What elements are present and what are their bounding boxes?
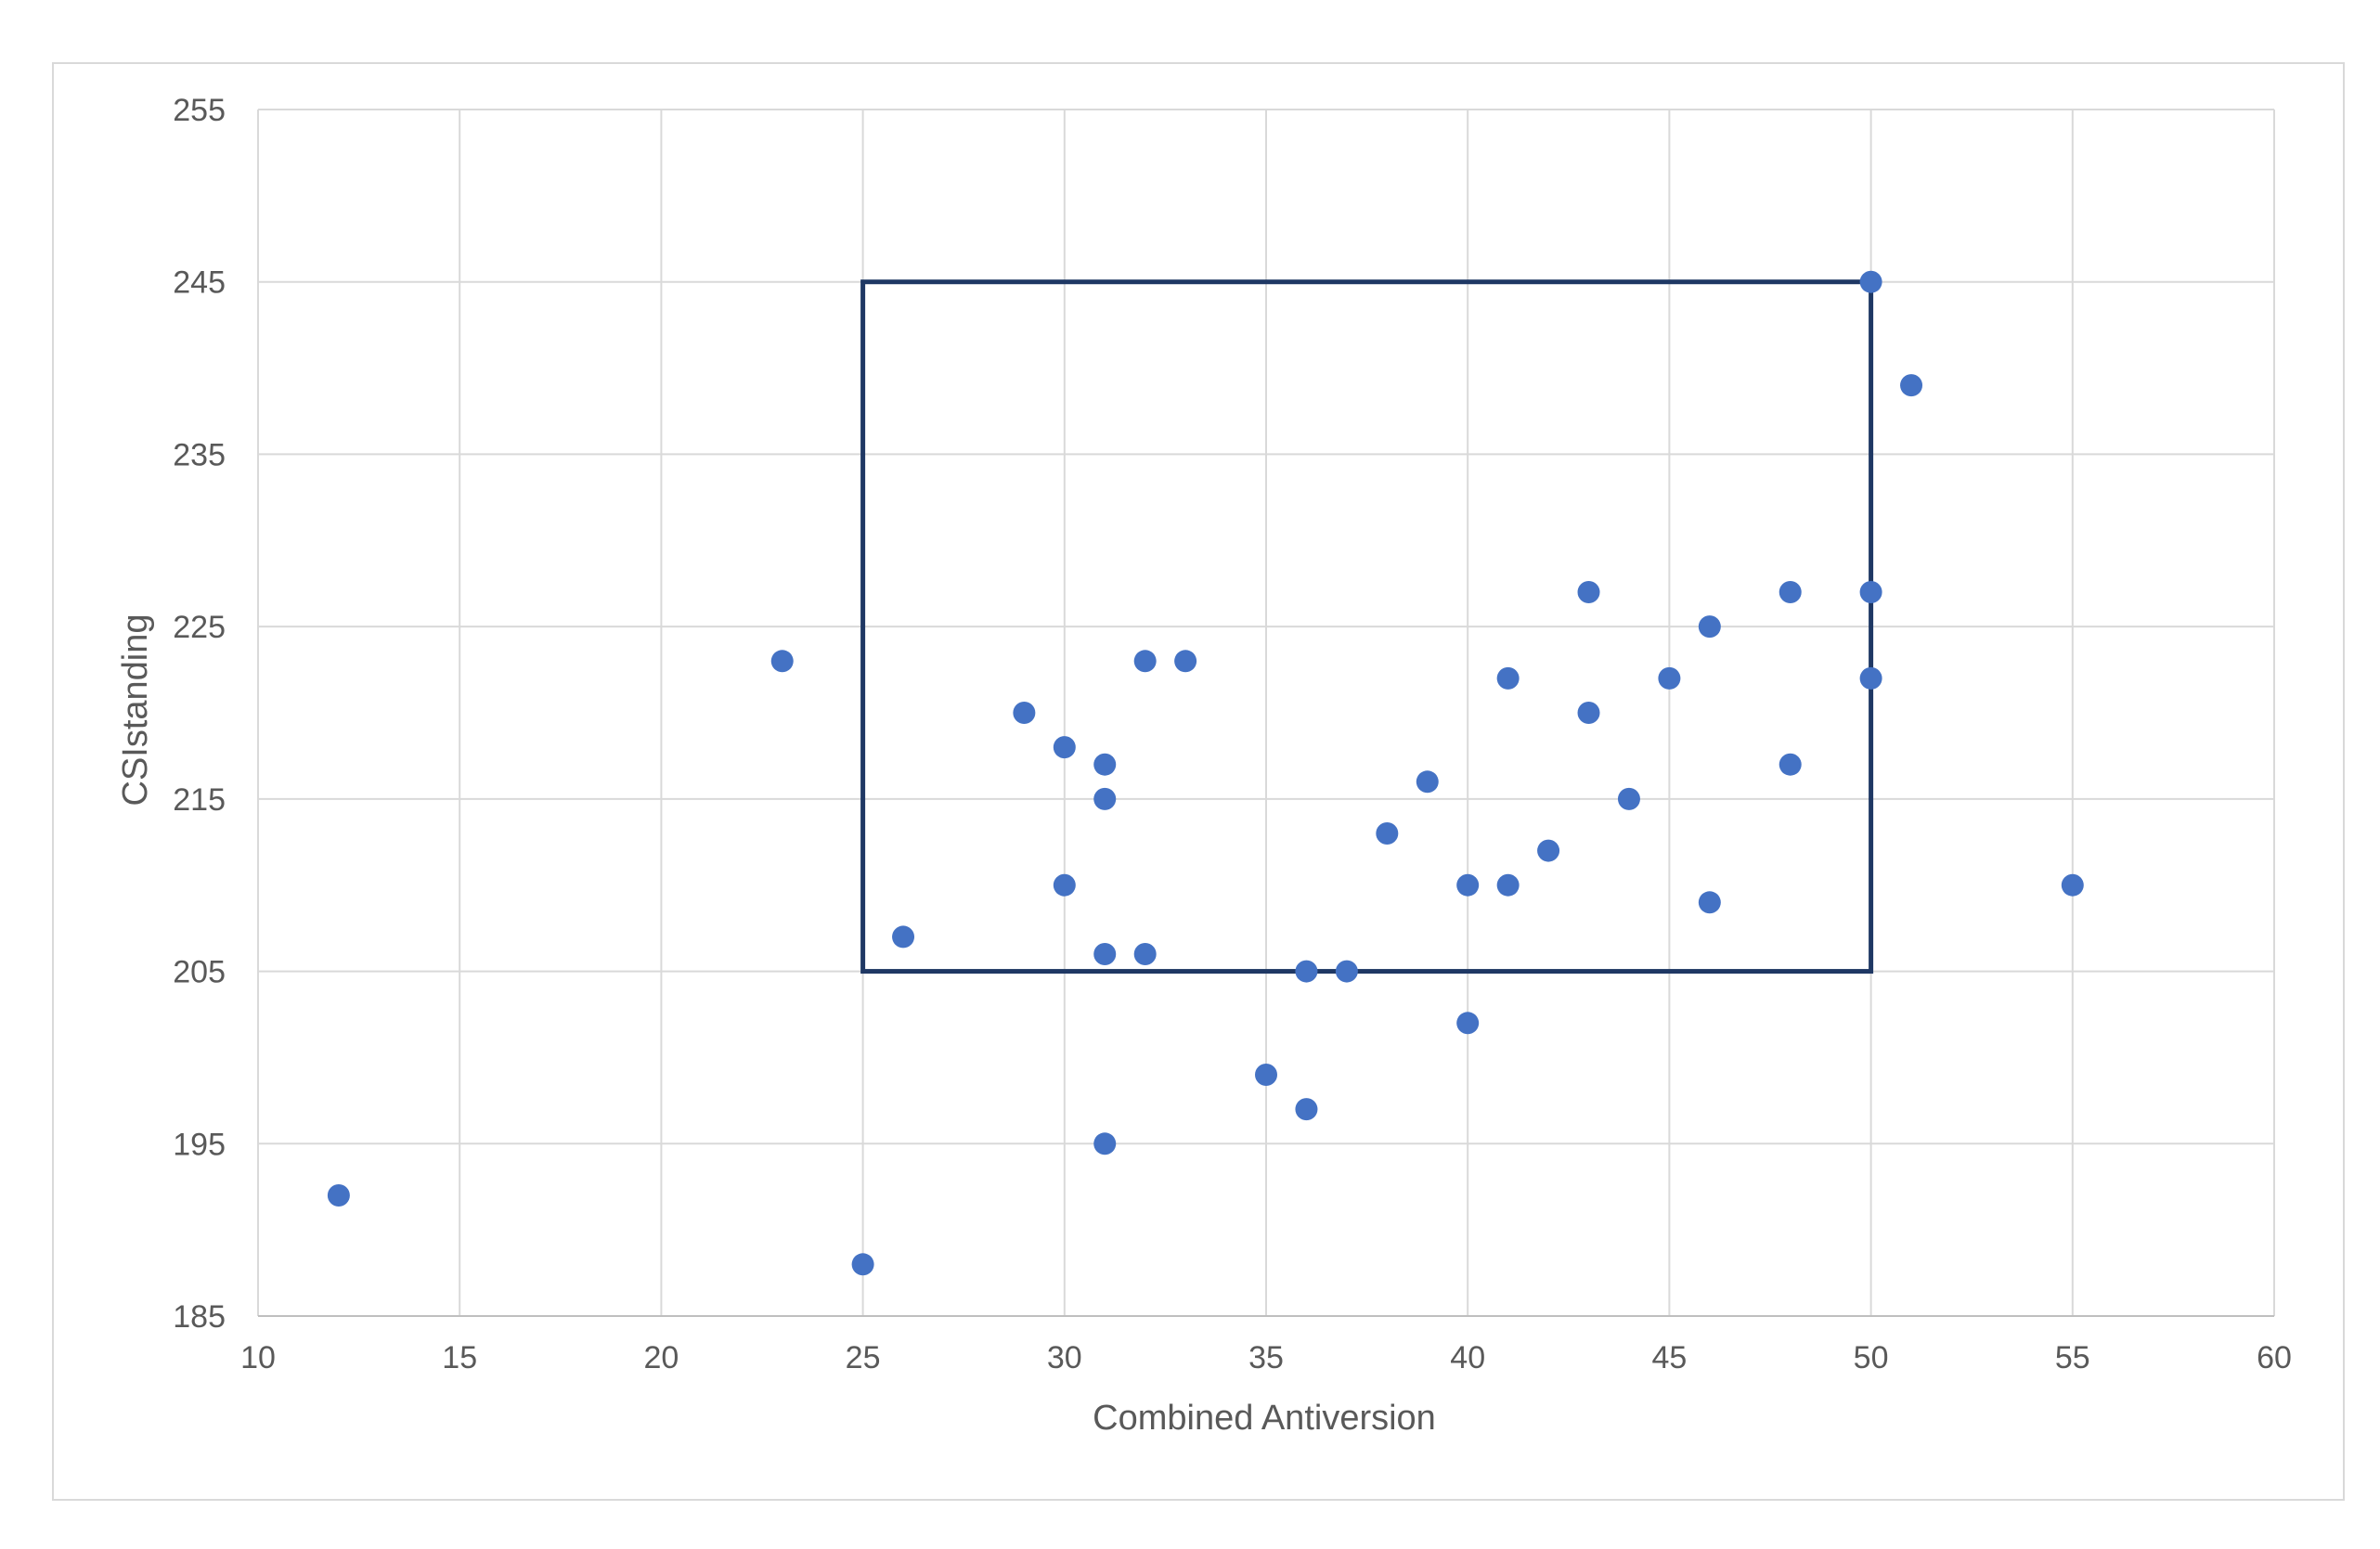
data-point	[1859, 666, 1882, 690]
data-point	[1617, 787, 1640, 810]
x-tick-label: 55	[2055, 1340, 2090, 1375]
annotation-rectangle	[860, 279, 1874, 975]
y-tick-label: 245	[173, 265, 226, 301]
y-tick-label: 195	[173, 1127, 226, 1162]
data-point	[770, 650, 794, 673]
data-point	[1859, 270, 1882, 293]
data-point	[1295, 960, 1318, 983]
data-point	[1133, 943, 1157, 965]
annotations	[860, 279, 1874, 975]
data-point	[1496, 666, 1520, 690]
data-point	[1658, 666, 1681, 690]
data-point	[1093, 943, 1117, 965]
data-point	[2061, 873, 2084, 897]
data-point	[1416, 770, 1439, 794]
data-point	[1900, 374, 1923, 397]
data-points	[327, 270, 2084, 1276]
data-point	[1133, 650, 1157, 673]
data-point	[1295, 1098, 1318, 1121]
x-tick-label: 45	[1651, 1340, 1687, 1375]
x-tick-label: 25	[846, 1340, 881, 1375]
data-point	[851, 1253, 874, 1276]
data-point	[1859, 581, 1882, 603]
data-point	[1456, 1012, 1480, 1035]
data-point	[1093, 787, 1117, 810]
x-tick-label: 20	[643, 1340, 679, 1375]
y-tick-label: 185	[173, 1299, 226, 1335]
data-point	[1335, 960, 1358, 983]
data-point	[1537, 839, 1560, 862]
data-point	[1577, 702, 1600, 724]
data-point	[1093, 1132, 1117, 1155]
data-point	[1093, 753, 1117, 776]
data-point	[1779, 581, 1802, 603]
data-point	[1013, 702, 1036, 724]
data-point	[1376, 822, 1399, 845]
data-point	[1053, 873, 1076, 897]
y-tick-label: 255	[173, 93, 226, 128]
y-tick-label: 225	[173, 610, 226, 645]
data-point	[1174, 650, 1197, 673]
x-tick-label: 10	[240, 1340, 276, 1375]
x-tick-label: 50	[1854, 1340, 1889, 1375]
data-point	[1698, 615, 1721, 639]
y-tick-label: 235	[173, 437, 226, 472]
data-point	[1496, 873, 1520, 897]
data-point	[1053, 736, 1076, 759]
x-tick-label: 60	[2257, 1340, 2292, 1375]
data-point	[1577, 581, 1600, 603]
y-axis-title: CSIstanding	[116, 613, 155, 806]
y-tick-labels: 185 195 205 215 225 235 245 255	[173, 93, 226, 1335]
chart-outer-border	[52, 62, 2345, 1501]
x-tick-label: 30	[1047, 1340, 1082, 1375]
data-point	[327, 1184, 350, 1207]
x-tick-labels: 10 15 20 25 30 35 40 45 50 55 60	[240, 1340, 2292, 1375]
x-tick-label: 35	[1248, 1340, 1284, 1375]
x-tick-label: 40	[1450, 1340, 1485, 1375]
data-point	[1255, 1064, 1277, 1086]
data-point	[1698, 891, 1721, 914]
y-tick-label: 215	[173, 782, 226, 818]
x-axis-title: Combined Antiversion	[1093, 1399, 1436, 1438]
data-point	[892, 925, 915, 949]
data-point	[1779, 753, 1802, 776]
x-tick-label: 15	[442, 1340, 477, 1375]
data-point	[1456, 873, 1480, 897]
y-tick-label: 205	[173, 955, 226, 990]
